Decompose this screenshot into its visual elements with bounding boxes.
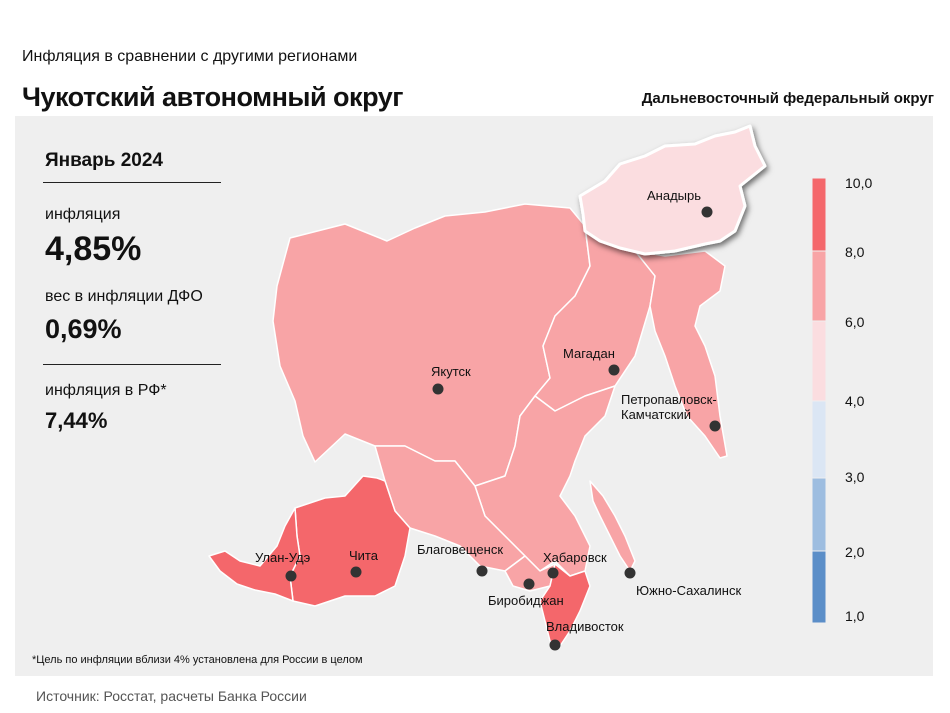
map-panel: Январь 2024 инфляция 4,85% вес в инфляци… [15,116,933,676]
legend-tick-1: 1,0 [845,608,865,624]
divider-bottom [43,364,221,365]
city-ulan-ude: Улан-Удэ [255,550,311,582]
svg-text:Камчатский: Камчатский [621,407,691,422]
legend-tick-4: 4,0 [845,393,865,409]
svg-text:Южно-Сахалинск: Южно-Сахалинск [636,583,741,598]
page-subtitle: Инфляция в сравнении с другими регионами [22,48,358,65]
city-birobidzhan: Биробиджан [488,578,564,608]
city-petropavlovsk: Петропавловск- Камчатский [621,392,721,432]
legend-band-2-3 [811,477,827,552]
city-yakutsk: Якутск [431,364,471,395]
svg-text:Магадан: Магадан [563,346,615,361]
city-anadyr: Анадырь [647,188,713,218]
rf-inflation-label: инфляция в РФ* [45,382,167,399]
weight-value: 0,69% [45,314,122,344]
legend-tick-10: 10,0 [845,175,872,191]
svg-text:Петропавловск-: Петропавловск- [621,392,717,407]
city-vladivostok: Владивосток [546,619,624,651]
district-title: Дальневосточный федеральный округ [641,90,934,107]
legend-tick-3: 3,0 [845,469,865,485]
svg-text:Благовещенск: Благовещенск [417,542,503,557]
svg-text:Анадырь: Анадырь [647,188,701,203]
far-east-map: Анадырь Якутск Магадан Петропавловск- Ка… [208,124,872,651]
city-magadan: Магадан [563,346,620,376]
region-chukotka [578,124,767,256]
svg-text:Владивосток: Владивосток [546,619,624,634]
stats-panel: Январь 2024 инфляция 4,85% вес в инфляци… [15,116,245,446]
inflation-label: инфляция [45,206,121,223]
footnote: *Цель по инфляции вблизи 4% установлена … [32,654,363,666]
legend-band-6-8 [811,250,827,322]
period-label: Январь 2024 [45,150,163,171]
page-title: Чукотский автономный округ [22,82,403,112]
region-kamchatka [634,250,728,459]
city-yuzhno-sakhalinsk: Южно-Сахалинск [624,567,741,598]
svg-text:Якутск: Якутск [431,364,471,379]
legend-tick-2: 2,0 [845,544,865,560]
svg-text:Хабаровск: Хабаровск [543,550,607,565]
legend-band-3-4 [811,400,827,479]
city-khabarovsk: Хабаровск [543,550,607,579]
city-blagoveshchensk: Благовещенск [417,542,503,577]
legend-band-4-6 [811,320,827,402]
region-buryatia [208,507,301,602]
svg-text:Биробиджан: Биробиджан [488,593,564,608]
legend-band-1-2 [811,550,827,624]
legend: 10,0 8,0 6,0 4,0 3,0 2,0 1,0 [811,175,872,624]
weight-label: вес в инфляции ДФО [45,288,203,305]
svg-text:Чита: Чита [349,548,379,563]
rf-inflation-value: 7,44% [45,408,108,433]
region-primorye [539,563,591,647]
legend-tick-8: 8,0 [845,244,865,260]
divider-top [43,182,221,183]
inflation-value: 4,85% [45,230,142,268]
svg-text:Улан-Удэ: Улан-Удэ [255,550,311,565]
legend-band-8-10 [811,177,827,252]
legend-tick-6: 6,0 [845,314,865,330]
source-note: Источник: Росстат, расчеты Банка России [36,688,307,704]
city-chita: Чита [349,548,379,578]
